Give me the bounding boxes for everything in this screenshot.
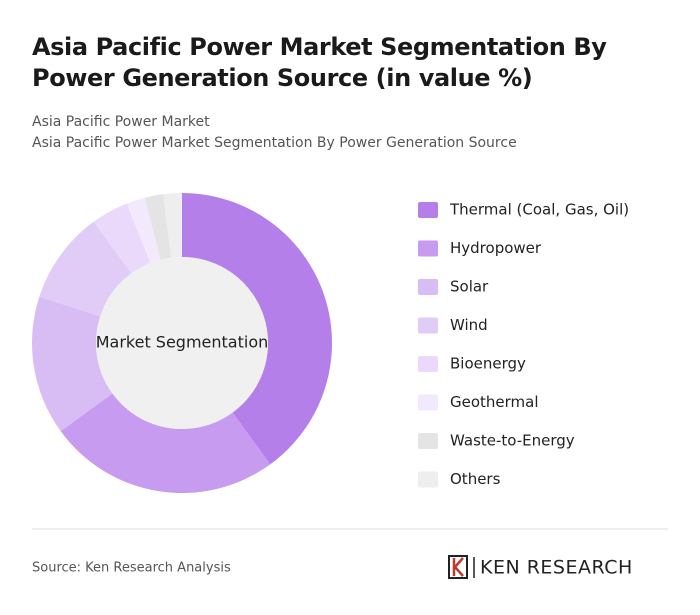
legend-label: Thermal (Coal, Gas, Oil) <box>449 201 629 219</box>
legend-label: Wind <box>450 316 488 334</box>
legend-label: Waste-to-Energy <box>450 432 575 450</box>
subtitle: Asia Pacific Power Market Segmentation B… <box>32 135 517 151</box>
chart-title: Asia Pacific Power Market Segmentation B… <box>32 33 607 92</box>
brand: KEN RESEARCH <box>480 557 633 579</box>
logo-icon <box>452 557 464 577</box>
legend-label: Others <box>450 470 501 488</box>
logo-icon <box>448 555 468 579</box>
donut-slice <box>126 197 161 264</box>
donut-slice <box>60 393 271 493</box>
donut-hole <box>96 257 268 429</box>
subtitle: Asia Pacific Power Market <box>32 114 210 130</box>
donut-slice <box>32 296 113 432</box>
logo: KEN RESEARCH <box>448 555 633 579</box>
legend-swatch <box>418 240 438 257</box>
legend-swatch <box>418 433 438 449</box>
legend-label: Hydropower <box>450 239 542 257</box>
legend-swatch <box>418 394 438 411</box>
legend-swatch <box>418 317 438 334</box>
legend-swatch <box>418 202 438 218</box>
donut-slice <box>39 221 132 317</box>
legend-swatch <box>418 356 438 372</box>
source: Source: Ken Research Analysis <box>32 561 231 576</box>
donut-slice <box>182 193 332 465</box>
center-label: Market Segmentation <box>96 333 269 352</box>
legend-label: Geothermal <box>450 393 539 411</box>
donut-slice <box>163 193 182 258</box>
legend-swatch <box>418 471 438 488</box>
legend-label: Bioenergy <box>450 355 526 373</box>
donut-slice <box>93 203 151 274</box>
donut-slice <box>144 194 172 260</box>
legend-label: Solar <box>450 278 489 296</box>
legend-swatch <box>418 279 438 295</box>
